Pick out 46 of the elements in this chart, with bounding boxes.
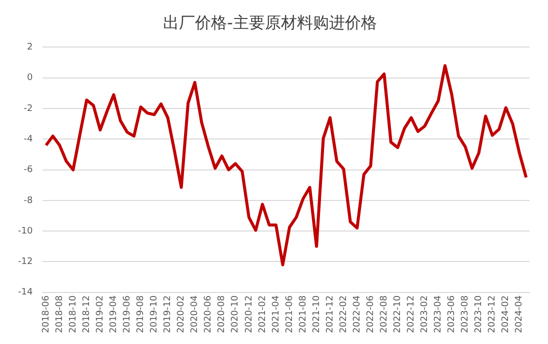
x-tick-label: 2022-04 — [352, 295, 362, 334]
x-tick-label: 2021-08 — [298, 295, 308, 334]
x-tick-label: 2018-08 — [54, 295, 65, 334]
x-tick-label: 2019-08 — [136, 295, 146, 334]
x-tick-label: 2019-12 — [163, 295, 174, 334]
x-tick-label: 2019-04 — [109, 295, 120, 334]
x-tick-label: 2021-10 — [312, 295, 322, 334]
x-tick-label: 2018-06 — [41, 295, 52, 334]
y-tick-label: -10 — [18, 226, 33, 236]
x-tick-label: 2021-12 — [325, 295, 336, 334]
x-tick-label: 2021-02 — [258, 295, 268, 334]
x-tick-label: 2022-08 — [379, 295, 390, 334]
x-tick-label: 2021-06 — [284, 295, 295, 334]
x-tick-label: 2022-10 — [393, 295, 404, 334]
x-tick-label: 2020-02 — [176, 295, 187, 334]
y-tick-label: 0 — [26, 73, 33, 84]
x-tick-label: 2018-10 — [68, 295, 78, 334]
x-tick-label: 2020-08 — [217, 295, 228, 334]
x-tick-label: 2023-04 — [434, 295, 444, 334]
x-tick-label: 2022-06 — [366, 295, 376, 334]
y-tick-label: -4 — [24, 134, 33, 144]
x-tick-label: 2018-12 — [82, 295, 92, 334]
x-tick-label: 2019-02 — [96, 295, 106, 334]
x-tick-label: 2020-10 — [230, 295, 241, 334]
y-tick-label: -8 — [24, 196, 33, 206]
x-tick-label: 2024-02 — [501, 295, 512, 334]
x-tick-label: 2020-06 — [204, 295, 214, 334]
chart-title: 出厂价格-主要原材料购进价格 — [163, 12, 377, 32]
y-tick-label: -6 — [24, 165, 33, 176]
x-tick-label: 2023-08 — [460, 295, 471, 334]
x-tick-label: 2024-04 — [514, 295, 525, 334]
x-tick-label: 2023-06 — [447, 295, 458, 334]
y-tick-label: 2 — [26, 42, 33, 53]
x-tick-label: 2023-12 — [488, 295, 498, 334]
x-tick-label: 2019-10 — [150, 295, 160, 334]
x-tick-label: 2022-12 — [406, 295, 417, 334]
y-tick-label: -12 — [18, 257, 33, 268]
y-tick-label: -2 — [24, 104, 33, 114]
x-tick-label: 2019-06 — [122, 295, 133, 334]
x-tick-label: 2023-02 — [420, 295, 430, 334]
x-tick-label: 2021-04 — [271, 295, 282, 334]
y-tick-label: -14 — [18, 288, 33, 298]
x-tick-label: 2020-12 — [244, 295, 254, 334]
x-tick-label: 2020-04 — [190, 295, 200, 334]
x-tick-label: 2022-02 — [338, 295, 349, 334]
x-tick-label: 2023-10 — [474, 295, 484, 334]
